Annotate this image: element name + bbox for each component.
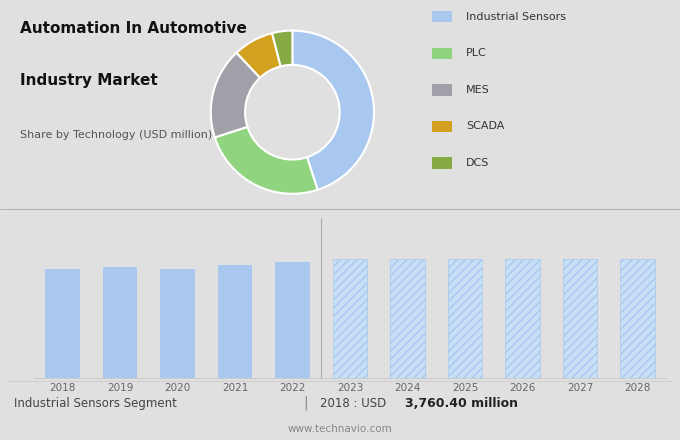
Text: Industrial Sensors Segment: Industrial Sensors Segment xyxy=(14,396,177,410)
Bar xyxy=(390,259,425,378)
Text: Share by Technology (USD million): Share by Technology (USD million) xyxy=(20,129,213,139)
FancyBboxPatch shape xyxy=(432,158,452,169)
Bar xyxy=(448,259,482,378)
Wedge shape xyxy=(272,31,292,66)
Wedge shape xyxy=(237,33,281,78)
Bar xyxy=(620,259,655,378)
Wedge shape xyxy=(292,31,374,190)
Bar xyxy=(275,262,310,378)
Bar xyxy=(333,259,367,378)
Text: www.technavio.com: www.technavio.com xyxy=(288,424,392,434)
FancyBboxPatch shape xyxy=(432,11,452,22)
Text: Industrial Sensors: Industrial Sensors xyxy=(466,12,566,22)
Bar xyxy=(218,265,252,378)
Text: 3,760.40 million: 3,760.40 million xyxy=(405,396,517,410)
Text: PLC: PLC xyxy=(466,48,487,58)
Bar xyxy=(103,267,137,378)
Text: |: | xyxy=(304,396,308,410)
FancyBboxPatch shape xyxy=(432,84,452,95)
Text: SCADA: SCADA xyxy=(466,121,504,132)
Bar xyxy=(563,259,598,378)
FancyBboxPatch shape xyxy=(432,121,452,132)
FancyBboxPatch shape xyxy=(432,48,452,59)
Bar xyxy=(505,259,540,378)
Wedge shape xyxy=(211,53,260,137)
Text: Automation In Automotive: Automation In Automotive xyxy=(20,21,248,36)
Text: 2018 : USD: 2018 : USD xyxy=(320,396,390,410)
Text: DCS: DCS xyxy=(466,158,489,168)
Bar xyxy=(160,269,195,378)
Wedge shape xyxy=(215,127,318,194)
Bar xyxy=(46,268,80,378)
Text: Industry Market: Industry Market xyxy=(20,73,158,88)
Text: MES: MES xyxy=(466,85,490,95)
